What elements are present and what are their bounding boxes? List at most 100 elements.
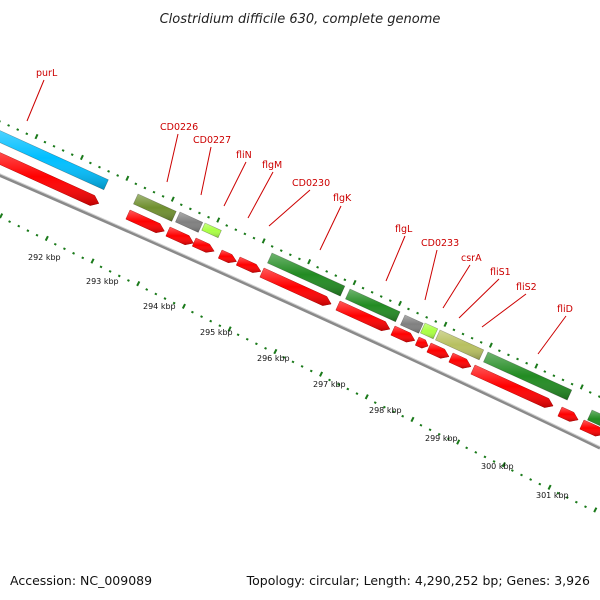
inner-tick-row-tick [63, 247, 66, 251]
inner-tick-row-tick [236, 333, 240, 337]
leader-line-fliS1 [458, 278, 500, 319]
outer-tick-row-tick [552, 374, 556, 378]
kbp-label-292: 292 kbp [28, 253, 61, 262]
outer-tick-row-tick [161, 194, 165, 198]
inner-tick-row-tick [309, 369, 313, 373]
outer-tick-row-tick [70, 153, 74, 157]
inner-tick-row-tick [53, 242, 57, 246]
inner-tick-row-tick [181, 303, 186, 309]
inner-tick-row-tick [337, 383, 341, 386]
backbone-line [0, 173, 600, 450]
inner-tick-row-tick [291, 360, 295, 364]
outer-tick-row-tick [398, 300, 402, 307]
kbp-label-293: 293 kbp [86, 277, 119, 286]
gene-label-csrA: csrA [461, 253, 482, 264]
inner-tick-row-tick [346, 387, 350, 391]
inner-tick-row-tick [501, 461, 506, 468]
outer-tick-row-tick [579, 384, 584, 390]
inner-tick-row-tick [373, 401, 377, 405]
inner-tick-row-tick [209, 319, 213, 323]
outer-tick-row-tick [252, 236, 256, 240]
outer-tick-row-tick [134, 182, 138, 186]
feature-bar-csrA-shade [420, 323, 438, 339]
leader-line-flgL [385, 235, 406, 282]
outer-tick-row-tick [7, 124, 11, 127]
outer-tick-row-tick [207, 215, 210, 219]
outer-tick-row-tick [88, 161, 92, 165]
outer-tick-row-tick [470, 336, 474, 340]
outer-tick-row-tick [488, 342, 493, 348]
cds-arrow-flgL-shade [335, 301, 390, 331]
leader-line-CD0230 [268, 189, 311, 227]
outer-tick-row-tick [52, 144, 56, 148]
inner-tick-row-tick [136, 280, 141, 287]
cds-arrow-fliS1-shade [426, 343, 449, 359]
outer-tick-row-tick [143, 186, 147, 190]
inner-tick-row-tick [574, 500, 578, 504]
outer-tick-row-tick [116, 174, 120, 177]
gene-label-purL: purL [36, 68, 58, 79]
inner-tick-row-tick [520, 473, 523, 477]
inner-tick-row-tick [90, 258, 95, 264]
gene-label-fliD: fliD [557, 304, 573, 315]
outer-tick-row-tick [479, 340, 483, 344]
gene-label-CD0230: CD0230 [292, 178, 330, 189]
kbp-label-298: 298 kbp [369, 406, 402, 415]
outer-tick-row-tick [170, 196, 175, 202]
feature-bar-CD0226-shade [133, 194, 177, 222]
gene-label-fliS1: fliS1 [490, 267, 511, 278]
inner-tick-row-tick [364, 394, 369, 400]
outer-tick-row-tick [525, 361, 529, 365]
cds-arrow-flgM-shade [218, 250, 237, 263]
outer-tick-row-tick [543, 370, 547, 373]
outer-tick-row-tick [288, 253, 292, 257]
inner-tick-row-tick [0, 213, 4, 219]
inner-tick-row-tick [419, 423, 423, 427]
cds-arrow-edge-shade [579, 420, 600, 437]
cds-arrow-fliD-shade [470, 365, 554, 408]
inner-tick-row-tick [117, 274, 121, 278]
inner-tick-row-tick [17, 224, 21, 228]
feature-bar-fliS1-shade [435, 330, 484, 360]
feature-bar-fliN-shade [201, 223, 222, 238]
cds-arrow-CD0227-shade [165, 227, 194, 245]
leader-line-flgK [319, 205, 342, 251]
inner-tick-row-tick [437, 432, 441, 436]
outer-tick-row-tick [443, 321, 448, 328]
inner-tick-row-tick [584, 505, 587, 509]
inner-tick-row-tick [273, 348, 278, 355]
cds-arrow-fliN-shade [192, 238, 215, 253]
outer-tick-row-tick [125, 175, 130, 181]
gene-label-CD0226: CD0226 [160, 122, 198, 133]
leader-line-fliS2 [481, 293, 527, 328]
inner-tick-row-tick [154, 292, 158, 296]
kbp-label-301: 301 kbp [536, 491, 569, 500]
outer-tick-row-tick [534, 363, 539, 369]
outer-tick-row-tick [61, 149, 65, 152]
inner-tick-row-tick [428, 428, 432, 432]
leader-line-CD0226 [166, 133, 179, 183]
inner-tick-row-tick [547, 484, 552, 490]
feature-track [0, 130, 600, 437]
leader-line-fliD [537, 315, 567, 355]
leader-line-flgM [247, 171, 274, 219]
leader-line-CD0233 [424, 249, 438, 301]
cds-arrow-fliS2-shade [448, 353, 471, 369]
outer-tick-row-tick [107, 169, 110, 173]
inner-tick-row-tick [565, 496, 569, 500]
kbp-scale-labels: 292 kbp 293 kbp 294 kbp 295 kbp 296 kbp … [28, 253, 569, 500]
outer-tick-row-tick [425, 315, 429, 319]
outer-tick-row-tick [279, 249, 283, 252]
outer-tick-row-tick [407, 307, 410, 311]
inner-tick-row-tick [108, 270, 112, 273]
outer-tick-row-tick [234, 228, 238, 232]
inner-tick-row-tick [465, 446, 469, 450]
outer-tick-row-tick [434, 320, 438, 323]
outer-tick-row-tick [461, 332, 465, 336]
cds-arrow-csrA-shade [415, 337, 429, 349]
inner-tick-row-tick [392, 410, 395, 414]
gene-labels: purL CD0226 CD0227 fliN flgM CD0230 flgK… [36, 68, 573, 315]
inner-tick-row-tick [319, 371, 324, 377]
inner-tick-row-tick [264, 346, 267, 350]
inner-tick-row-tick [529, 478, 533, 481]
